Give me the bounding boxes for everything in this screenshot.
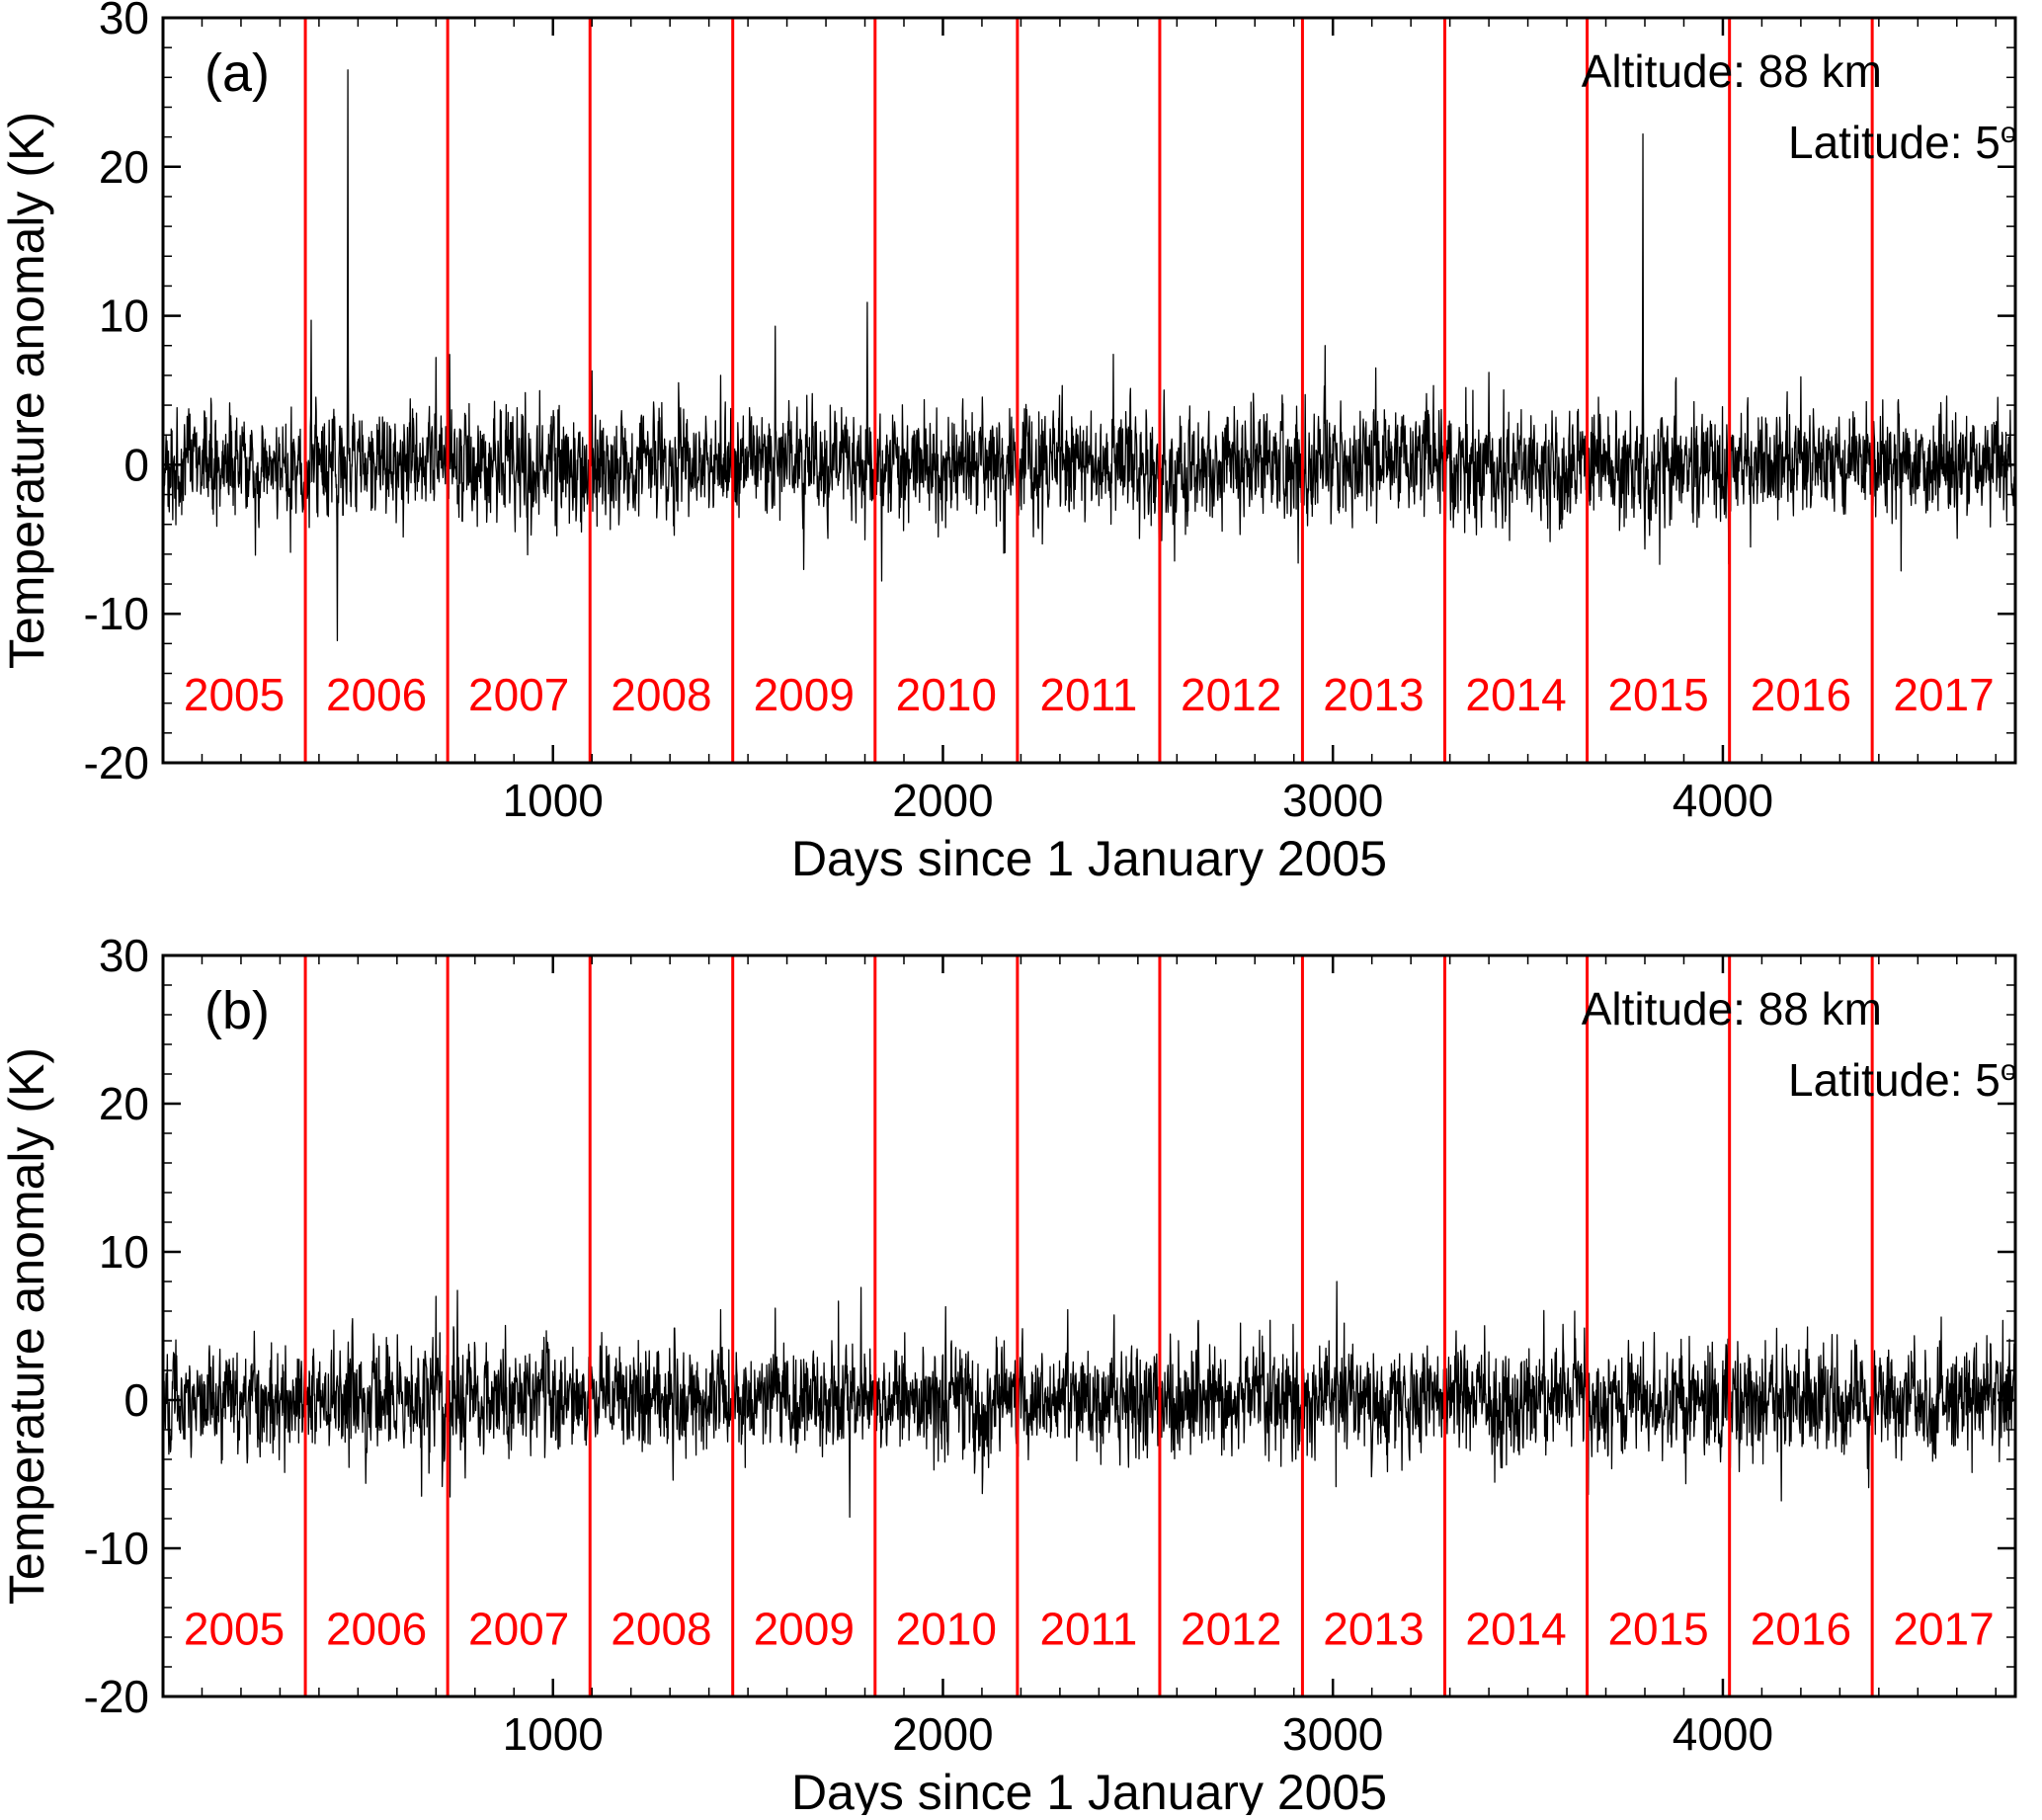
- y-tick-label: 20: [99, 141, 149, 193]
- year-label: 2005: [184, 669, 285, 720]
- year-label: 2014: [1465, 1604, 1566, 1655]
- year-label: 2007: [468, 1604, 569, 1655]
- y-tick-label: 30: [99, 0, 149, 43]
- panel-label: (b): [204, 981, 270, 1040]
- x-tick-label: 3000: [1282, 1708, 1383, 1760]
- x-tick-label: 1000: [503, 1708, 604, 1760]
- y-tick-label: 0: [123, 1374, 149, 1426]
- year-label: 2006: [326, 1604, 427, 1655]
- chart-svg-panel-b: 2005 2006 2007 2008 2009 2010 2011 2012 2013 2014…: [0, 930, 2017, 1820]
- y-axis-title: Temperature anomaly (K): [0, 112, 54, 669]
- axes-frame: [161, 16, 2017, 765]
- year-label: 2006: [326, 669, 427, 720]
- temperature-anomaly-series: [162, 1281, 2016, 1519]
- temperature-anomaly-series: [162, 69, 2016, 641]
- chart-svg-panel-a: 2005 2006 2007 2008 2009 2010 2011 2012 2013 2014…: [0, 0, 2017, 886]
- year-label: 2016: [1751, 1604, 1851, 1655]
- x-tick-label: 2000: [892, 775, 993, 826]
- year-label: 2012: [1181, 1604, 1281, 1655]
- year-label: 2010: [896, 1604, 997, 1655]
- year-label: 2015: [1607, 669, 1708, 720]
- annotation-altitude: Altitude: 88 km: [1582, 45, 1882, 97]
- y-tick-label: -20: [84, 737, 149, 788]
- temperature-anomaly-panel-a: 2005 2006 2007 2008 2009 2010 2011 2012 2013 2014…: [0, 0, 2042, 894]
- year-label: 2009: [754, 669, 855, 720]
- year-label: 2012: [1181, 669, 1281, 720]
- x-tick-label: 2000: [892, 1708, 993, 1760]
- x-tick-label: 1000: [503, 775, 604, 826]
- year-label: 2005: [184, 1604, 285, 1655]
- y-axis-title: Temperature anomaly (K): [0, 1047, 54, 1605]
- year-label: 2007: [468, 669, 569, 720]
- y-tick-label: 0: [123, 439, 149, 490]
- year-label: 2008: [611, 669, 711, 720]
- y-tick-label: -10: [84, 588, 149, 639]
- panel-label: (a): [204, 43, 270, 103]
- year-label: 2013: [1323, 669, 1424, 720]
- y-tick-label: -20: [84, 1671, 149, 1722]
- y-tick-label: 30: [99, 930, 149, 981]
- year-label: 2015: [1607, 1604, 1708, 1655]
- year-label: 2011: [1039, 1604, 1137, 1655]
- year-label: 2017: [1893, 1604, 1994, 1655]
- year-label: 2011: [1039, 669, 1137, 720]
- year-label: 2013: [1323, 1604, 1424, 1655]
- x-axis-title: Days since 1 January 2005: [791, 1765, 1387, 1815]
- annotation-latitude: Latitude: 5o: [1788, 1054, 2017, 1106]
- y-tick-label: 10: [99, 1226, 149, 1278]
- x-tick-label: 3000: [1282, 775, 1383, 826]
- temperature-anomaly-panel-b: 2005 2006 2007 2008 2009 2010 2011 2012 2013 2014…: [0, 894, 2042, 1820]
- y-tick-label: 20: [99, 1078, 149, 1129]
- year-label: 2016: [1751, 669, 1851, 720]
- annotation-altitude: Altitude: 88 km: [1582, 983, 1882, 1034]
- year-label: 2008: [611, 1604, 711, 1655]
- year-label: 2014: [1465, 669, 1566, 720]
- year-label: 2010: [896, 669, 997, 720]
- y-tick-label: -10: [84, 1523, 149, 1574]
- x-tick-label: 4000: [1673, 1708, 1773, 1760]
- axes-frame: [161, 953, 2017, 1698]
- year-label: 2017: [1893, 669, 1994, 720]
- x-tick-label: 4000: [1673, 775, 1773, 826]
- annotation-latitude: Latitude: 5o: [1788, 117, 2017, 168]
- y-tick-label: 10: [99, 290, 149, 342]
- x-axis-title: Days since 1 January 2005: [791, 831, 1387, 886]
- year-label: 2009: [754, 1604, 855, 1655]
